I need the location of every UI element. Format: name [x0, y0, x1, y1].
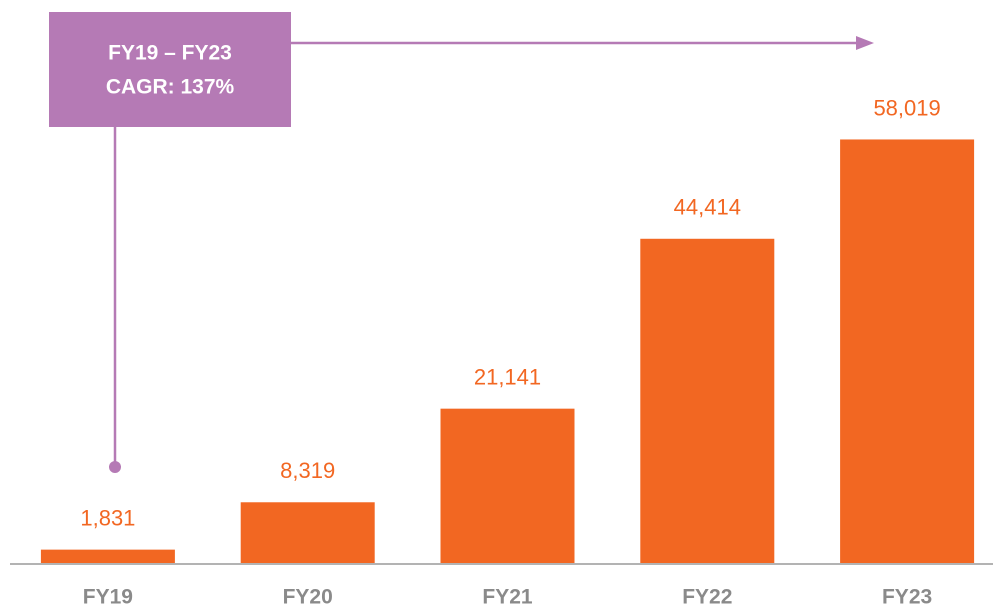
bar: [240, 502, 375, 563]
value-label: 21,141: [474, 364, 541, 389]
value-label: 1,831: [80, 505, 135, 530]
annotation-box: [49, 12, 291, 127]
annotation-text: CAGR: 137%: [106, 76, 235, 99]
bar: [640, 238, 775, 563]
annotation-dot: [109, 461, 121, 473]
x-tick-label: FY21: [482, 586, 533, 609]
x-tick-label: FY20: [283, 586, 333, 609]
arrow-head: [856, 36, 874, 50]
x-tick-label: FY19: [83, 586, 133, 609]
bar: [40, 549, 175, 563]
value-label: 58,019: [873, 95, 940, 120]
value-label: 44,414: [674, 195, 741, 220]
bar: [440, 408, 575, 563]
annotation-text: FY19 – FY23: [108, 42, 232, 65]
x-tick-label: FY23: [882, 586, 932, 609]
x-tick-label: FY22: [682, 586, 732, 609]
bar: [840, 139, 975, 563]
value-label: 8,319: [280, 458, 335, 483]
